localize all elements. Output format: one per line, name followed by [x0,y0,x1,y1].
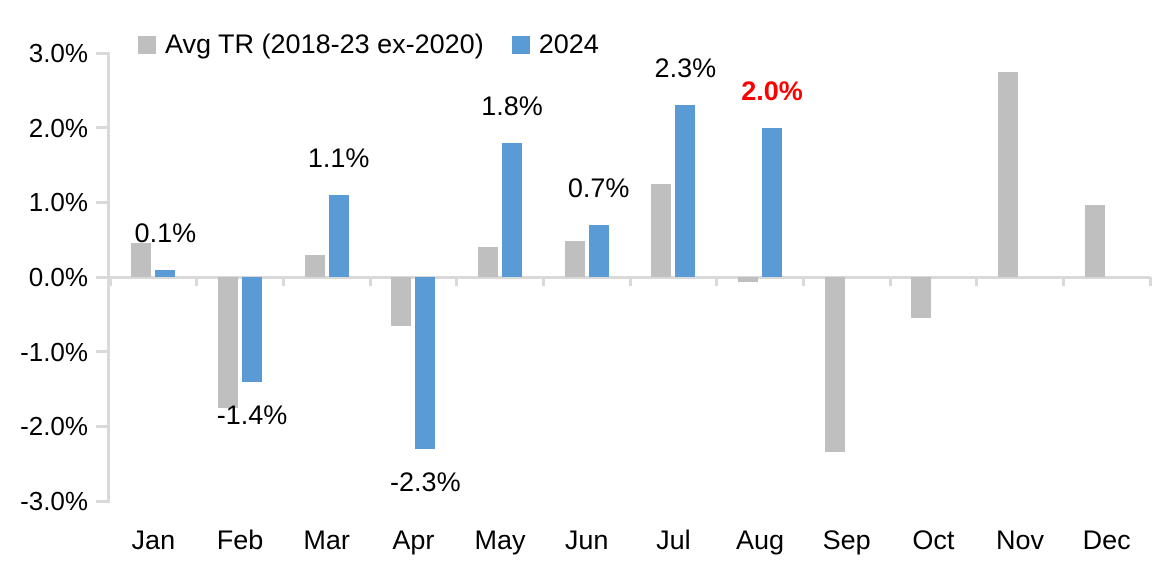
x-axis-label-dec: Dec [1082,525,1131,555]
x-axis-tick [888,277,892,286]
x-axis-tick [1061,277,1065,286]
data-label-jan: 0.1% [134,217,197,248]
bar-avg-tr-oct [911,277,932,319]
y-axis-tick-label: -1.0% [20,336,88,367]
x-axis-label-may: May [474,525,526,555]
bar-2024-jun [588,224,609,277]
bar-2024-may [502,142,522,277]
y-axis-tick [96,424,110,428]
data-label-jul: 2.3% [654,53,717,84]
x-axis-label-mar: Mar [303,525,350,555]
x-axis-tick [715,277,719,286]
bar-avg-tr-feb [218,277,238,408]
legend: Avg TR (2018-23 ex-2020) 2024 [138,31,599,58]
data-label-feb: -1.4% [216,399,288,430]
y-axis-tick [96,499,110,503]
data-label-apr: -2.3% [390,466,461,497]
data-label-aug: 2.0% [741,75,803,106]
bar-avg-tr-jul [651,183,672,277]
x-axis-label-nov: Nov [995,525,1044,555]
bar-2024-apr [415,277,436,449]
y-axis-tick [96,126,110,130]
x-axis-label-sep: Sep [822,525,871,555]
x-axis-tick [975,277,979,286]
zero-axis-line [96,275,1150,279]
x-axis-tick [455,277,459,286]
x-axis-tick [801,277,805,286]
bar-avg-tr-mar [304,254,325,277]
x-axis-label-jun: Jun [564,525,609,555]
x-axis-tick [541,277,545,286]
x-axis-tick [281,277,285,286]
bar-avg-tr-jan [131,243,152,277]
bar-2024-jan [155,269,176,277]
bar-2024-mar [328,194,349,277]
x-axis-tick [108,277,112,286]
y-axis-tick-label: 1.0% [28,187,88,218]
legend-swatch-avg-tr-icon [138,35,156,54]
bar-2024-jul [675,105,696,277]
data-label-mar: 1.1% [307,142,370,173]
x-axis-label-jan: Jan [131,525,176,555]
x-axis-label-feb: Feb [216,525,264,555]
y-axis-tick-label: 0.0% [28,262,88,292]
bar-avg-tr-aug [738,277,758,283]
data-label-jun: 0.7% [567,172,630,203]
y-axis-tick-label: -2.0% [20,411,88,442]
x-axis-tick [1148,277,1152,286]
x-axis-tick [628,277,632,286]
bar-avg-tr-nov [998,71,1018,277]
x-axis-label-aug: Aug [735,525,784,555]
x-axis-label-oct: Oct [912,525,955,555]
bar-2024-feb [242,277,262,382]
y-axis-tick [96,200,110,204]
bar-avg-tr-may [478,247,498,277]
x-axis-tick [368,277,372,286]
y-axis-tick [96,275,110,279]
bar-avg-tr-dec [1084,204,1105,277]
x-axis-label-apr: Apr [392,525,435,555]
bar-avg-tr-sep [824,277,845,453]
legend-label-2024: 2024 [538,29,599,59]
y-axis-tick-label: -3.0% [20,486,88,516]
legend-item-2024: 2024 [511,29,599,59]
x-axis-tick [195,277,199,286]
legend-label-avg-tr: Avg TR (2018-23 ex-2020) [165,29,484,59]
y-axis-tick [96,51,110,55]
bar-avg-tr-apr [391,277,412,326]
data-label-may: 1.8% [481,90,543,121]
y-axis-tick [96,350,110,354]
y-axis-tick-label: 3.0% [28,38,88,68]
legend-item-avg-tr: Avg TR (2018-23 ex-2020) [138,31,484,58]
bar-avg-tr-jun [564,241,585,277]
y-axis-tick-label: 2.0% [28,112,88,143]
bar-2024-aug [762,127,782,277]
x-axis-label-jul: Jul [656,525,691,555]
legend-swatch-2024-icon [511,35,530,54]
